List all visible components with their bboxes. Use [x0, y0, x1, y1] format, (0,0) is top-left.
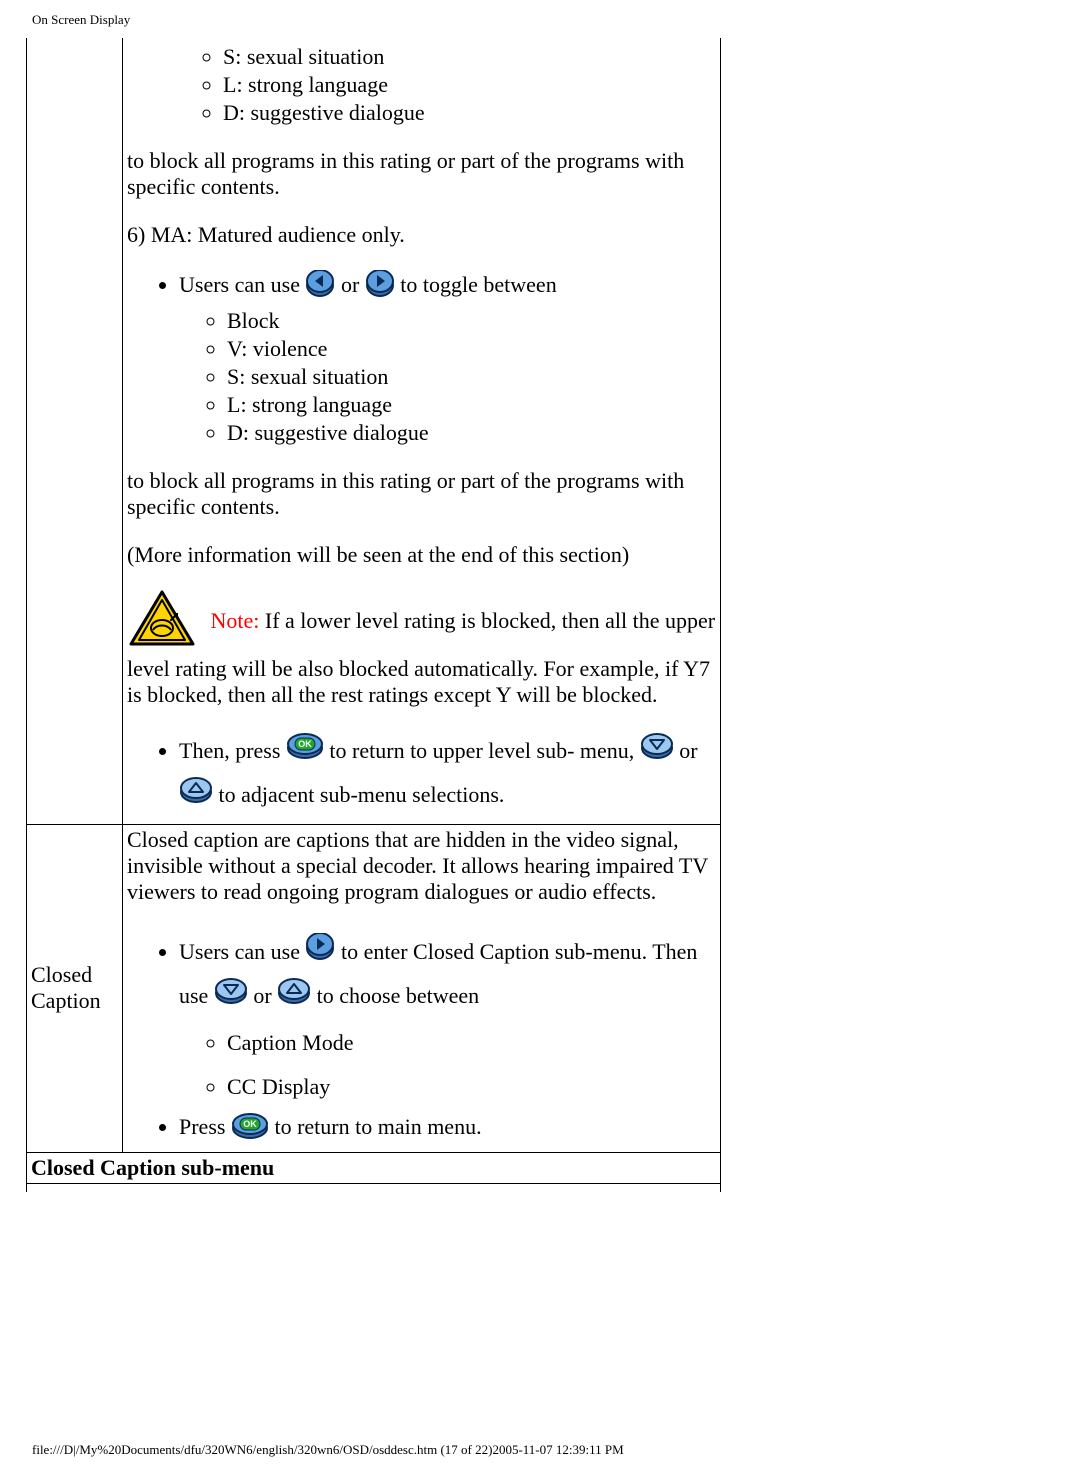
cc-submenu-heading: Closed Caption sub-menu [27, 1152, 721, 1183]
list-item: S: sexual situation [227, 364, 716, 390]
list-item: L: strong language [227, 392, 716, 418]
ok-button-icon: OK [231, 1112, 269, 1146]
text: to return to upper level sub- menu, [329, 738, 639, 763]
text: to return to main menu. [274, 1114, 481, 1139]
text: Users can use [179, 272, 305, 297]
note-paragraph: Note: If a lower level rating is blocked… [127, 590, 716, 708]
list-item: L: strong language [223, 72, 716, 98]
ok-button-icon: OK [286, 732, 324, 774]
page-footer: file:///D|/My%20Documents/dfu/320WN6/eng… [32, 1442, 1052, 1468]
svg-text:OK: OK [243, 1119, 257, 1129]
down-arrow-icon [640, 732, 674, 774]
text: to choose between [317, 983, 480, 1008]
list-item: D: suggestive dialogue [227, 420, 716, 446]
text: or [341, 272, 365, 297]
text: Then, press [179, 738, 286, 763]
text: or [253, 983, 277, 1008]
cc-use-instruction: Users can use to enter Closed Caption su… [179, 931, 716, 1108]
content-table: S: sexual situation L: strong language D… [26, 38, 721, 1192]
toggle-instruction: Users can use or [179, 270, 716, 446]
right-arrow-icon [365, 270, 395, 304]
text: to adjacent sub-menu selections. [219, 782, 505, 807]
text: to toggle between [400, 272, 556, 297]
list-item: Caption Mode [227, 1022, 716, 1064]
right-arrow-icon [305, 933, 335, 975]
rating-row-label [27, 38, 123, 824]
list-item: V: violence [227, 336, 716, 362]
cc-intro: Closed caption are captions that are hid… [127, 827, 716, 905]
list-item: S: sexual situation [223, 44, 716, 70]
down-arrow-icon [214, 977, 248, 1019]
text: Users can use [179, 939, 305, 964]
cc-row-label: Closed Caption [27, 824, 123, 1152]
text: Press [179, 1114, 231, 1139]
list-item: Block [227, 308, 716, 334]
block-paragraph: to block all programs in this rating or … [127, 148, 716, 200]
cc-row-content: Closed caption are captions that are hid… [123, 824, 721, 1152]
list-item: D: suggestive dialogue [223, 100, 716, 126]
svg-text:OK: OK [298, 739, 312, 749]
block-paragraph: to block all programs in this rating or … [127, 468, 716, 520]
up-arrow-icon [179, 776, 213, 818]
more-info: (More information will be seen at the en… [127, 542, 716, 568]
text: or [679, 738, 697, 763]
up-arrow-icon [277, 977, 311, 1019]
return-instruction: Then, press OK to return to upper level … [179, 730, 716, 818]
page-header: On Screen Display [32, 12, 1052, 28]
ma-line: 6) MA: Matured audience only. [127, 222, 716, 248]
note-label: Note: [211, 608, 260, 633]
cc-press-instruction: Press OK to return to main menu. [179, 1112, 716, 1146]
rating-row-content: S: sexual situation L: strong language D… [123, 38, 721, 824]
list-item: CC Display [227, 1066, 716, 1108]
warning-icon [127, 590, 197, 656]
left-arrow-icon [305, 270, 335, 304]
